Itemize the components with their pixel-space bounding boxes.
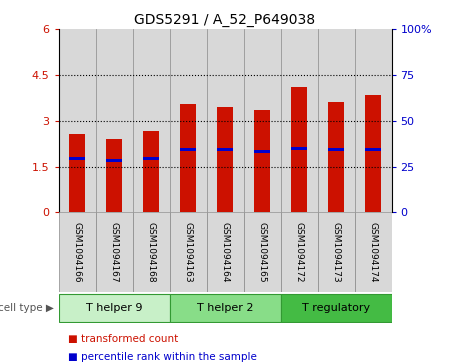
Bar [69,134,86,212]
Text: T helper 2: T helper 2 [197,303,253,313]
Bar [254,150,270,153]
Bar [106,159,122,162]
Bar [58,29,95,212]
Bar [254,110,270,212]
Bar [95,212,132,292]
Text: cell type ▶: cell type ▶ [0,303,54,313]
Bar [217,107,233,212]
Bar [95,29,132,212]
Bar [58,294,170,322]
Bar [280,29,318,212]
Bar [143,131,159,212]
Bar [243,212,280,292]
Text: T regulatory: T regulatory [302,303,370,313]
Bar [180,148,196,151]
Text: GSM1094165: GSM1094165 [257,222,266,283]
Text: GSM1094163: GSM1094163 [184,222,193,283]
Title: GDS5291 / A_52_P649038: GDS5291 / A_52_P649038 [135,13,315,26]
Bar [132,212,170,292]
Bar [355,212,392,292]
Bar [217,148,233,151]
Bar [318,212,355,292]
Bar [291,147,307,150]
Text: ■ percentile rank within the sample: ■ percentile rank within the sample [68,352,256,362]
Bar [180,104,196,212]
Bar [207,29,243,212]
Bar [318,29,355,212]
Bar [143,158,159,160]
Bar [170,294,280,322]
Bar [170,212,207,292]
Bar [355,29,392,212]
Bar [328,148,344,151]
Text: GSM1094167: GSM1094167 [109,222,118,283]
Text: GSM1094174: GSM1094174 [369,222,378,282]
Text: T helper 9: T helper 9 [86,303,142,313]
Bar [58,212,95,292]
Bar [364,148,381,151]
Bar [207,212,243,292]
Bar [243,29,280,212]
Bar [132,29,170,212]
Bar [106,139,122,212]
Bar [69,158,86,160]
Text: ■ transformed count: ■ transformed count [68,334,178,344]
Bar [280,294,392,322]
Text: GSM1094173: GSM1094173 [332,222,341,283]
Text: GSM1094168: GSM1094168 [147,222,156,283]
Text: GSM1094164: GSM1094164 [220,222,230,282]
Text: GSM1094166: GSM1094166 [72,222,81,283]
Bar [170,29,207,212]
Text: GSM1094172: GSM1094172 [294,222,303,282]
Bar [328,102,344,212]
Bar [364,95,381,212]
Bar [291,87,307,212]
Bar [280,212,318,292]
